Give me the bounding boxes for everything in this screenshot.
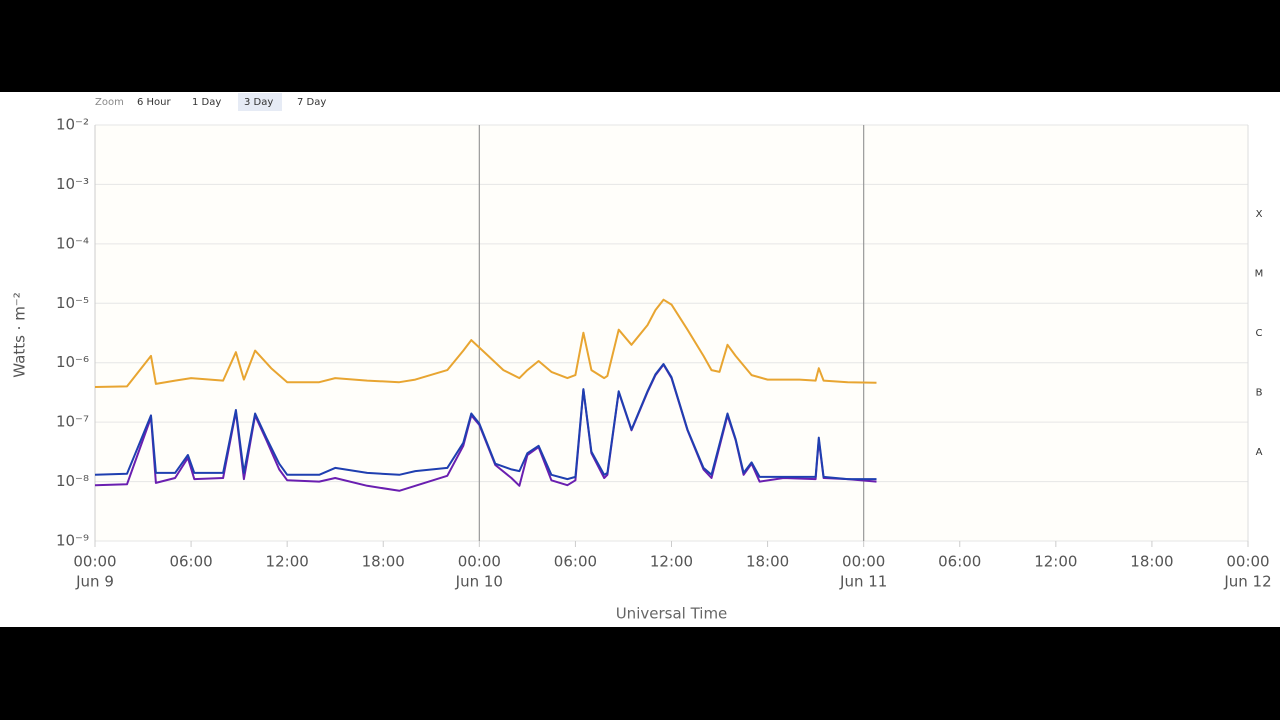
x-date-label: Jun 12 (1223, 573, 1271, 591)
x-tick-label: 00:00 (1226, 553, 1269, 571)
zoom-label: Zoom (95, 97, 124, 108)
y2-tick-label: X (1256, 209, 1263, 220)
x-tick-label: 12:00 (650, 553, 693, 571)
zoom-button[interactable]: 7 Day (297, 97, 326, 108)
x-tick-label: 06:00 (169, 553, 212, 571)
y-tick-label: 10⁻⁶ (56, 353, 89, 371)
x-date-label: Jun 9 (75, 573, 114, 591)
series-line (94, 298, 877, 388)
y-tick-label: 10⁻² (56, 116, 89, 134)
series-line (94, 363, 877, 481)
y2-tick-label: A (1256, 447, 1263, 458)
y2-tick-label: B (1256, 387, 1263, 398)
x-tick-label: 06:00 (554, 553, 597, 571)
x-date-label: Jun 11 (839, 573, 887, 591)
x-tick-label: 00:00 (73, 553, 116, 571)
zoom-button[interactable]: 3 Day (244, 97, 273, 108)
zoom-button-bg (238, 93, 282, 111)
x-date-label: Jun 10 (455, 573, 503, 591)
x-tick-label: 06:00 (938, 553, 981, 571)
x-tick-label: 18:00 (1130, 553, 1173, 571)
y-axis-title: Watts · m⁻² (11, 292, 29, 378)
x-tick-label: 12:00 (266, 553, 309, 571)
x-tick-label: 12:00 (1034, 553, 1077, 571)
y-tick-label: 10⁻⁹ (56, 532, 89, 550)
y2-tick-label: C (1256, 328, 1263, 339)
x-tick-label: 00:00 (458, 553, 501, 571)
y2-tick-label: M (1255, 269, 1264, 280)
y-tick-label: 10⁻⁵ (56, 294, 89, 312)
y-tick-label: 10⁻³ (56, 175, 89, 193)
plot-area (95, 125, 1248, 541)
x-tick-label: 18:00 (746, 553, 789, 571)
x-tick-label: 00:00 (842, 553, 885, 571)
y-tick-label: 10⁻⁴ (56, 234, 89, 252)
y-tick-label: 10⁻⁷ (56, 413, 89, 431)
x-axis-title: Universal Time (616, 605, 728, 623)
zoom-button[interactable]: 6 Hour (137, 97, 172, 108)
y-tick-label: 10⁻⁸ (56, 472, 89, 490)
x-tick-label: 18:00 (362, 553, 405, 571)
zoom-button[interactable]: 1 Day (192, 97, 221, 108)
